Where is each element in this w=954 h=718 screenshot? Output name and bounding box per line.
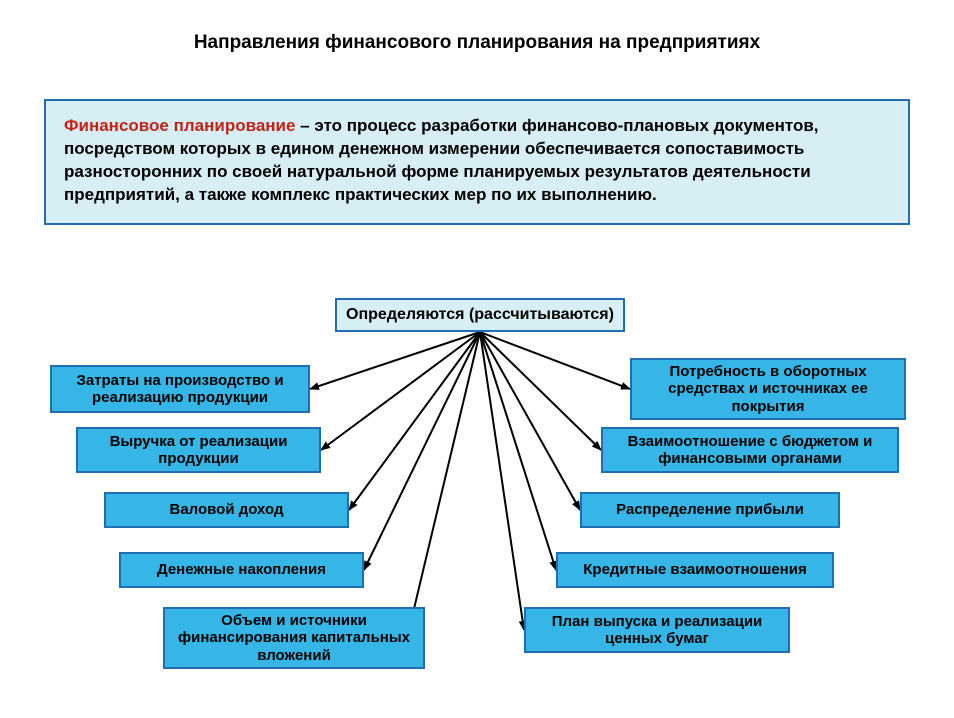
leaf-node-r2: Взаимоотношение с бюджетом и финансовыми… <box>601 427 899 473</box>
definition-term: Финансовое планирование <box>64 116 295 135</box>
definition-box: Финансовое планирование – это процесс ра… <box>44 99 910 225</box>
leaf-node-r5: План выпуска и реализации ценных бумаг <box>524 607 790 653</box>
leaf-node-r3: Распределение прибыли <box>580 492 840 528</box>
leaf-node-r1: Потребность в оборотных средствах и исто… <box>630 358 906 420</box>
root-node: Определяются (рассчитываются) <box>335 298 625 332</box>
leaf-node-l2: Выручка от реализации продукции <box>76 427 321 473</box>
arrow-l1 <box>310 332 480 389</box>
arrow-r1 <box>480 332 630 389</box>
leaf-node-r4: Кредитные взаимоотношения <box>556 552 834 588</box>
arrow-l3 <box>349 332 480 510</box>
leaf-node-l1: Затраты на производство и реализацию про… <box>50 365 310 413</box>
arrow-r4 <box>480 332 556 570</box>
arrow-l4 <box>364 332 480 570</box>
arrow-l2 <box>321 332 480 450</box>
page-title: Направления финансового планирования на … <box>0 32 954 54</box>
leaf-node-l3: Валовой доход <box>104 492 349 528</box>
leaf-node-l5: Объем и источники финансирования капитал… <box>163 607 425 669</box>
arrow-r5 <box>480 332 524 630</box>
arrow-l5 <box>407 332 480 638</box>
arrow-r2 <box>480 332 601 450</box>
arrow-r3 <box>480 332 580 510</box>
leaf-node-l4: Денежные накопления <box>119 552 364 588</box>
